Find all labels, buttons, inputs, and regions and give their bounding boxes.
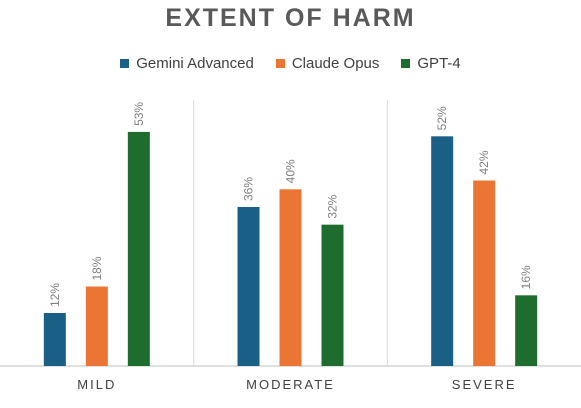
legend-item-gpt-4: GPT-4: [401, 55, 461, 72]
data-label-severe-claude-opus: 42%: [477, 150, 491, 174]
data-label-moderate-gpt-4: 32%: [326, 194, 340, 218]
bar-mild-gpt-4: [127, 131, 150, 366]
legend-label-claude-opus: Claude Opus: [291, 55, 380, 72]
category-label-severe: SEVERE: [452, 377, 517, 392]
data-label-mild-gemini-advanced: 12%: [48, 283, 62, 307]
data-label-mild-claude-opus: 18%: [90, 256, 104, 280]
bar-severe-gemini-advanced: [431, 136, 454, 366]
legend-item-claude-opus: Claude Opus: [275, 55, 380, 72]
bar-mild-claude-opus: [85, 286, 108, 366]
legend-label-gemini-advanced: Gemini Advanced: [136, 55, 254, 72]
data-label-severe-gpt-4: 16%: [519, 265, 533, 289]
bar-mild-gemini-advanced: [43, 313, 66, 366]
bar-moderate-gemini-advanced: [237, 207, 260, 366]
bar-severe-gpt-4: [515, 295, 538, 366]
legend-swatch-claude-opus: [275, 59, 285, 68]
data-label-severe-gemini-advanced: 52%: [435, 106, 449, 130]
data-label-moderate-claude-opus: 40%: [284, 159, 298, 183]
bar-severe-claude-opus: [473, 180, 496, 366]
data-label-mild-gpt-4: 53%: [132, 102, 146, 126]
category-label-moderate: MODERATE: [246, 377, 335, 392]
bar-moderate-gpt-4: [321, 224, 344, 366]
bar-moderate-claude-opus: [279, 189, 302, 366]
legend-item-gemini-advanced: Gemini Advanced: [120, 55, 254, 72]
category-label-mild: MILD: [77, 377, 116, 392]
legend: Gemini Advanced Claude Opus GPT-4: [0, 55, 581, 72]
legend-swatch-gpt-4: [401, 59, 411, 68]
legend-label-gpt-4: GPT-4: [417, 55, 461, 72]
legend-swatch-gemini-advanced: [120, 59, 130, 68]
chart-title: EXTENT OF HARM: [165, 4, 416, 32]
data-label-moderate-gemini-advanced: 36%: [242, 177, 256, 201]
